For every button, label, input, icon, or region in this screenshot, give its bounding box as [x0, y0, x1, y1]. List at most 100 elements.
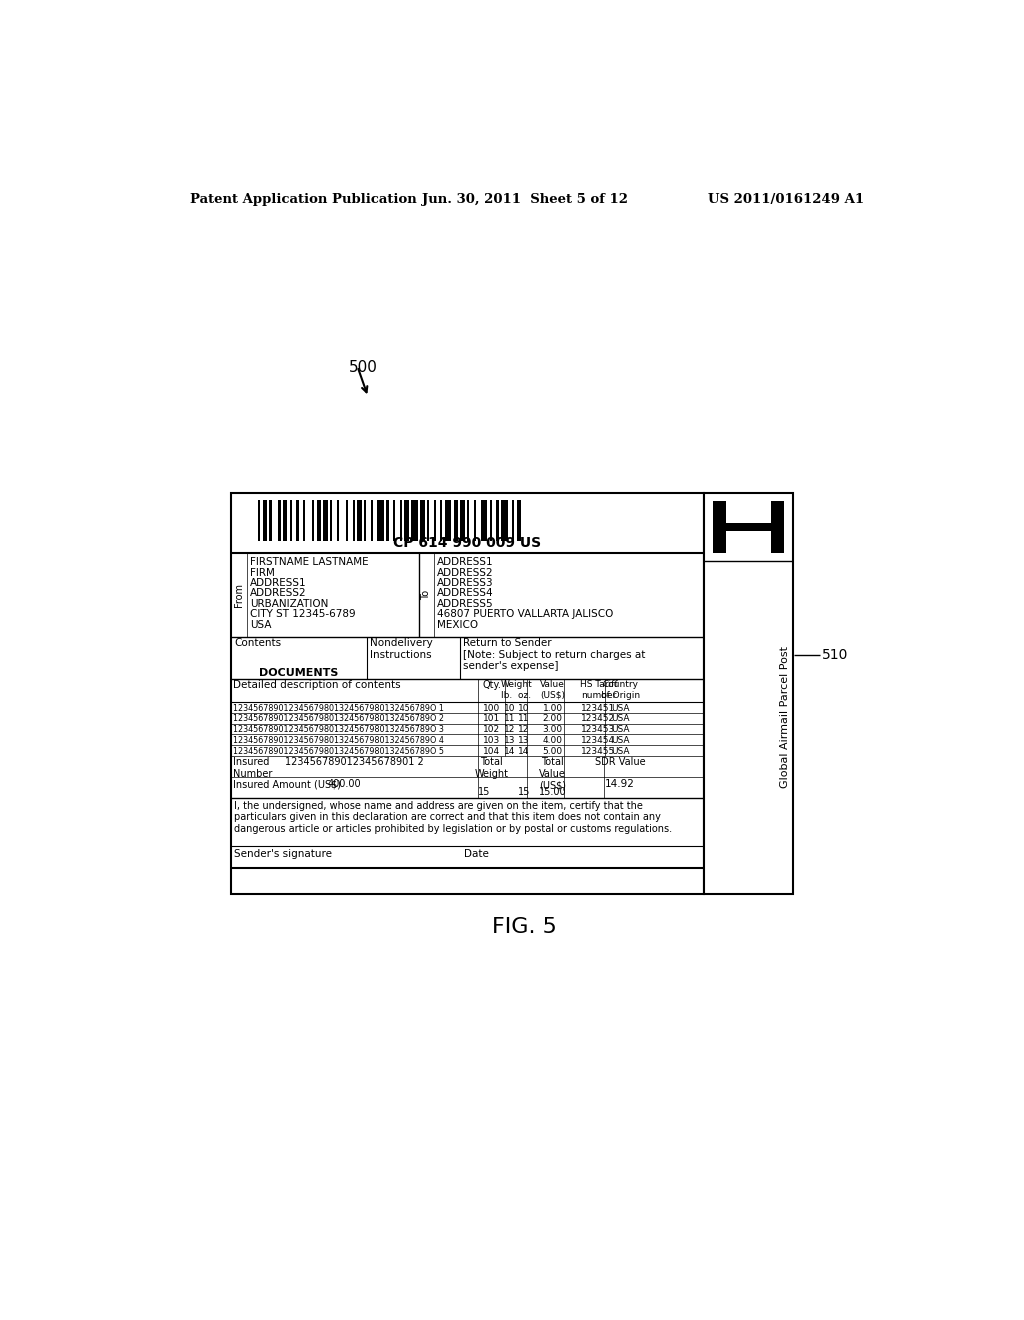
Bar: [364, 499, 367, 541]
Text: Insured Amount (US$): Insured Amount (US$): [233, 779, 341, 789]
Text: 3.00: 3.00: [543, 725, 563, 734]
Text: US 2011/0161249 A1: US 2011/0161249 A1: [709, 193, 864, 206]
Bar: [440, 499, 442, 541]
Bar: [517, 499, 521, 541]
Text: 123456789012345679801324567980132456789O 4: 123456789012345679801324567980132456789O…: [232, 737, 443, 744]
Bar: [283, 499, 288, 541]
Text: Global Airmail Parcel Post: Global Airmail Parcel Post: [780, 645, 791, 788]
Text: Nondelivery
Instructions: Nondelivery Instructions: [370, 638, 432, 660]
Text: 13: 13: [505, 737, 516, 744]
Text: DOCUMENTS: DOCUMENTS: [259, 668, 338, 678]
Text: 123456789012345679801324567980132456789O 1: 123456789012345679801324567980132456789O…: [232, 704, 443, 713]
Bar: [467, 499, 469, 541]
Bar: [420, 499, 425, 541]
Text: USA: USA: [611, 714, 630, 723]
Bar: [404, 499, 409, 541]
Text: 123456789012345679801324567980132456789O 5: 123456789012345679801324567980132456789O…: [232, 747, 443, 755]
Bar: [316, 499, 322, 541]
Text: USA: USA: [250, 619, 271, 630]
Text: 46807 PUERTO VALLARTA JALISCO: 46807 PUERTO VALLARTA JALISCO: [437, 610, 613, 619]
Text: Value
(US$): Value (US$): [541, 681, 565, 700]
Bar: [386, 499, 388, 541]
Bar: [713, 502, 726, 553]
Text: FIRSTNAME LASTNAME: FIRSTNAME LASTNAME: [250, 557, 369, 568]
Text: ADDRESS3: ADDRESS3: [437, 578, 494, 587]
Text: Weight
lb.  oz.: Weight lb. oz.: [501, 681, 532, 700]
Text: 102: 102: [483, 725, 500, 734]
Text: Total
Weight: Total Weight: [474, 758, 509, 779]
Text: 11: 11: [505, 714, 516, 723]
Text: FIRM: FIRM: [250, 568, 274, 578]
Bar: [726, 523, 771, 532]
Bar: [489, 499, 492, 541]
Text: ADDRESS1: ADDRESS1: [437, 557, 494, 568]
Text: Country
of Origin: Country of Origin: [600, 681, 640, 700]
Text: 10: 10: [518, 704, 529, 713]
Bar: [371, 499, 373, 541]
Text: ADDRESS4: ADDRESS4: [437, 589, 494, 598]
Bar: [352, 499, 355, 541]
Text: 1.00: 1.00: [543, 704, 563, 713]
Text: 10: 10: [505, 704, 516, 713]
Text: 15.00: 15.00: [539, 787, 566, 797]
Text: 123456789012345679801324567980132456789O 2: 123456789012345679801324567980132456789O…: [232, 714, 443, 723]
Text: 2.00: 2.00: [543, 714, 563, 723]
Bar: [454, 499, 458, 541]
Bar: [512, 499, 514, 541]
Text: 13: 13: [518, 737, 529, 744]
Text: Patent Application Publication: Patent Application Publication: [190, 193, 417, 206]
Bar: [337, 499, 339, 541]
Text: MEXICO: MEXICO: [437, 619, 478, 630]
Text: ADDRESS1: ADDRESS1: [250, 578, 306, 587]
Text: SDR Value: SDR Value: [595, 758, 645, 767]
Bar: [771, 502, 783, 553]
Text: Sender's signature: Sender's signature: [234, 849, 332, 859]
Text: URBANIZATION: URBANIZATION: [250, 599, 328, 609]
Text: To: To: [421, 590, 431, 601]
Text: 5.00: 5.00: [543, 747, 563, 755]
Bar: [497, 499, 499, 541]
Text: FIG. 5: FIG. 5: [493, 917, 557, 937]
Text: Qty.: Qty.: [482, 681, 501, 690]
Text: 14: 14: [518, 747, 529, 755]
Text: 123453: 123453: [582, 725, 615, 734]
Bar: [501, 499, 508, 541]
Text: Total
Value
(US$): Total Value (US$): [540, 758, 566, 791]
Text: 12: 12: [505, 725, 516, 734]
Text: 15: 15: [518, 787, 530, 797]
Bar: [399, 499, 402, 541]
Bar: [357, 499, 361, 541]
Text: HS Tariff
number: HS Tariff number: [580, 681, 617, 700]
Bar: [377, 499, 384, 541]
Bar: [296, 499, 299, 541]
Text: Return to Sender
[Note: Subject to return charges at
sender's expense]: Return to Sender [Note: Subject to retur…: [463, 638, 645, 672]
Text: 400.00: 400.00: [328, 779, 361, 789]
Bar: [393, 499, 395, 541]
Text: 123456789012345678901 2: 123456789012345678901 2: [286, 758, 424, 767]
Bar: [290, 499, 292, 541]
Bar: [279, 499, 281, 541]
Bar: [346, 499, 348, 541]
Text: 4.00: 4.00: [543, 737, 563, 744]
Text: 100: 100: [483, 704, 500, 713]
Text: ADDRESS2: ADDRESS2: [437, 568, 494, 578]
Bar: [258, 499, 260, 541]
Text: 14.92: 14.92: [605, 779, 635, 789]
Text: From: From: [233, 583, 244, 607]
Text: ADDRESS5: ADDRESS5: [437, 599, 494, 609]
Bar: [312, 499, 314, 541]
Text: USA: USA: [611, 747, 630, 755]
Bar: [444, 499, 452, 541]
Bar: [480, 499, 487, 541]
Text: 123454: 123454: [582, 737, 615, 744]
Text: Detailed description of contents: Detailed description of contents: [233, 681, 401, 690]
Bar: [324, 499, 328, 541]
Text: 15: 15: [477, 787, 489, 797]
Text: I, the undersigned, whose name and address are given on the item, certify that t: I, the undersigned, whose name and addre…: [234, 800, 673, 834]
Bar: [411, 499, 418, 541]
Text: 12: 12: [518, 725, 529, 734]
Text: 101: 101: [483, 714, 500, 723]
Bar: [231, 494, 703, 894]
Text: 14: 14: [505, 747, 516, 755]
Text: 104: 104: [483, 747, 500, 755]
